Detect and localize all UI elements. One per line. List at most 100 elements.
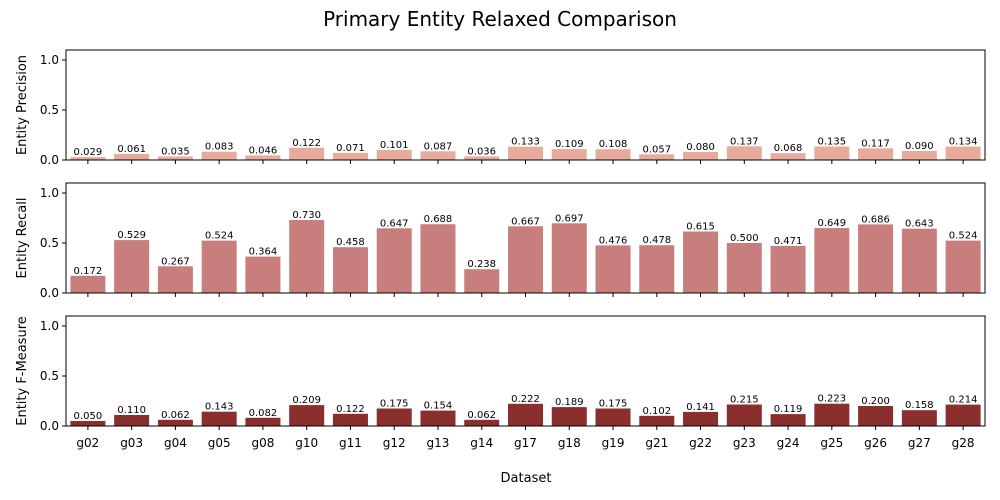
data-label: 0.688 xyxy=(424,214,453,225)
bar xyxy=(376,408,412,426)
bar xyxy=(770,153,806,160)
data-label: 0.158 xyxy=(905,400,934,411)
bar xyxy=(551,407,587,426)
x-tick-label: g12 xyxy=(383,436,406,450)
bar xyxy=(114,240,150,293)
bar xyxy=(814,146,850,160)
data-label: 0.214 xyxy=(949,395,978,406)
data-label: 0.090 xyxy=(905,141,934,152)
y-tick-label: 0.0 xyxy=(40,286,59,300)
data-label: 0.110 xyxy=(117,405,146,416)
x-tick-label: g17 xyxy=(514,436,537,450)
bar xyxy=(595,408,631,426)
panel-1: 0.029 0.061 0.035 0.083 0.046 0.122 0.071 0.101… xyxy=(15,49,986,167)
chart-title: Primary Entity Relaxed Comparison xyxy=(323,7,677,31)
data-label: 0.524 xyxy=(949,231,978,242)
x-tick-label: g14 xyxy=(470,436,493,450)
data-label: 0.122 xyxy=(292,138,321,149)
data-label: 0.057 xyxy=(642,144,671,155)
data-label: 0.215 xyxy=(730,395,759,406)
data-label: 0.686 xyxy=(861,214,890,225)
data-label: 0.476 xyxy=(599,235,628,246)
bar xyxy=(157,156,193,160)
bar xyxy=(770,245,806,293)
bar xyxy=(683,152,719,160)
x-tick-label: g08 xyxy=(251,436,274,450)
y-axis-label: Entity Precision xyxy=(15,55,30,155)
data-label: 0.071 xyxy=(336,143,365,154)
data-label: 0.109 xyxy=(555,139,584,150)
bar xyxy=(858,406,894,426)
bar xyxy=(639,245,675,293)
bar xyxy=(508,226,544,293)
bar xyxy=(289,220,325,293)
data-label: 0.141 xyxy=(686,402,715,413)
bar xyxy=(464,156,500,160)
data-label: 0.649 xyxy=(818,218,847,229)
bar xyxy=(289,405,325,426)
x-tick-label: g13 xyxy=(427,436,450,450)
bar xyxy=(814,403,850,426)
data-label: 0.137 xyxy=(730,136,759,147)
bar xyxy=(945,404,981,426)
data-label: 0.175 xyxy=(599,399,628,410)
bar xyxy=(289,147,325,160)
x-tick-label: g10 xyxy=(295,436,318,450)
x-tick-label: g04 xyxy=(164,436,187,450)
data-label: 0.200 xyxy=(861,396,890,407)
x-tick-label: g24 xyxy=(777,436,800,450)
bar xyxy=(201,411,237,426)
data-label: 0.615 xyxy=(686,222,715,233)
x-tick-label: g26 xyxy=(864,436,887,450)
bar xyxy=(245,417,281,426)
bar xyxy=(726,243,762,293)
y-tick-label: 0.5 xyxy=(40,369,59,383)
bar xyxy=(683,411,719,426)
x-tick-label: g19 xyxy=(602,436,625,450)
panel-2: 0.172 0.529 0.267 0.524 0.364 0.730 0.458 0.647… xyxy=(15,182,986,300)
data-label: 0.135 xyxy=(818,137,847,148)
data-label: 0.364 xyxy=(249,247,278,258)
bar xyxy=(157,419,193,426)
bar xyxy=(858,224,894,293)
bar xyxy=(901,228,937,293)
bar xyxy=(551,149,587,160)
data-label: 0.050 xyxy=(74,411,103,422)
data-label: 0.062 xyxy=(467,410,496,421)
data-label: 0.238 xyxy=(467,259,496,270)
x-tick-label: g23 xyxy=(733,436,756,450)
data-label: 0.667 xyxy=(511,216,540,227)
bar xyxy=(157,266,193,293)
bar xyxy=(551,223,587,293)
data-label: 0.108 xyxy=(599,139,628,150)
data-label: 0.080 xyxy=(686,142,715,153)
data-label: 0.222 xyxy=(511,394,540,405)
bar xyxy=(901,151,937,160)
data-label: 0.068 xyxy=(774,143,803,154)
data-label: 0.529 xyxy=(117,230,146,241)
data-label: 0.189 xyxy=(555,397,584,408)
x-tick-label: g28 xyxy=(952,436,975,450)
bar xyxy=(114,415,150,426)
data-label: 0.083 xyxy=(205,142,234,153)
data-label: 0.119 xyxy=(774,404,803,415)
bar xyxy=(683,231,719,293)
bar xyxy=(464,269,500,293)
bar xyxy=(245,256,281,293)
bar xyxy=(595,149,631,160)
data-label: 0.082 xyxy=(249,408,278,419)
bar xyxy=(508,146,544,160)
data-label: 0.029 xyxy=(74,147,103,158)
bar xyxy=(901,410,937,426)
y-tick-label: 1.0 xyxy=(40,186,59,200)
bar xyxy=(464,419,500,426)
x-tick-label: g21 xyxy=(645,436,668,450)
data-label: 0.122 xyxy=(336,404,365,415)
bar xyxy=(595,245,631,293)
data-label: 0.046 xyxy=(249,145,278,156)
data-label: 0.101 xyxy=(380,140,409,151)
y-tick-label: 0.0 xyxy=(40,419,59,433)
data-label: 0.500 xyxy=(730,233,759,244)
data-label: 0.061 xyxy=(117,144,146,155)
